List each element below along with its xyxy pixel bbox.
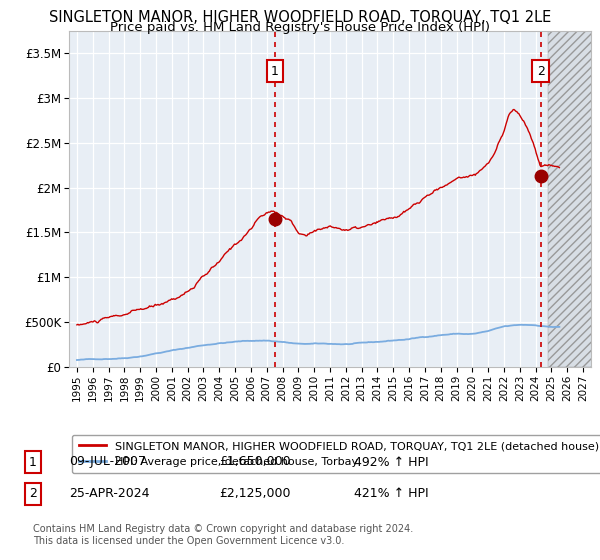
Text: 421% ↑ HPI: 421% ↑ HPI [354,487,428,501]
Text: Contains HM Land Registry data © Crown copyright and database right 2024.
This d: Contains HM Land Registry data © Crown c… [33,524,413,546]
Text: 2: 2 [537,64,545,78]
Text: 09-JUL-2007: 09-JUL-2007 [69,455,146,469]
Text: 492% ↑ HPI: 492% ↑ HPI [354,455,428,469]
Bar [548,31,600,367]
Text: 2: 2 [29,487,37,501]
Text: 1: 1 [29,455,37,469]
Legend: SINGLETON MANOR, HIGHER WOODFIELD ROAD, TORQUAY, TQ1 2LE (detached house), HPI: : SINGLETON MANOR, HIGHER WOODFIELD ROAD, … [72,435,600,473]
Text: Price paid vs. HM Land Registry's House Price Index (HPI): Price paid vs. HM Land Registry's House … [110,21,490,34]
Bar [548,31,600,367]
Text: SINGLETON MANOR, HIGHER WOODFIELD ROAD, TORQUAY, TQ1 2LE: SINGLETON MANOR, HIGHER WOODFIELD ROAD, … [49,10,551,25]
Text: £2,125,000: £2,125,000 [219,487,290,501]
Text: £1,650,000: £1,650,000 [219,455,290,469]
Text: 1: 1 [271,64,279,78]
Text: 25-APR-2024: 25-APR-2024 [69,487,149,501]
